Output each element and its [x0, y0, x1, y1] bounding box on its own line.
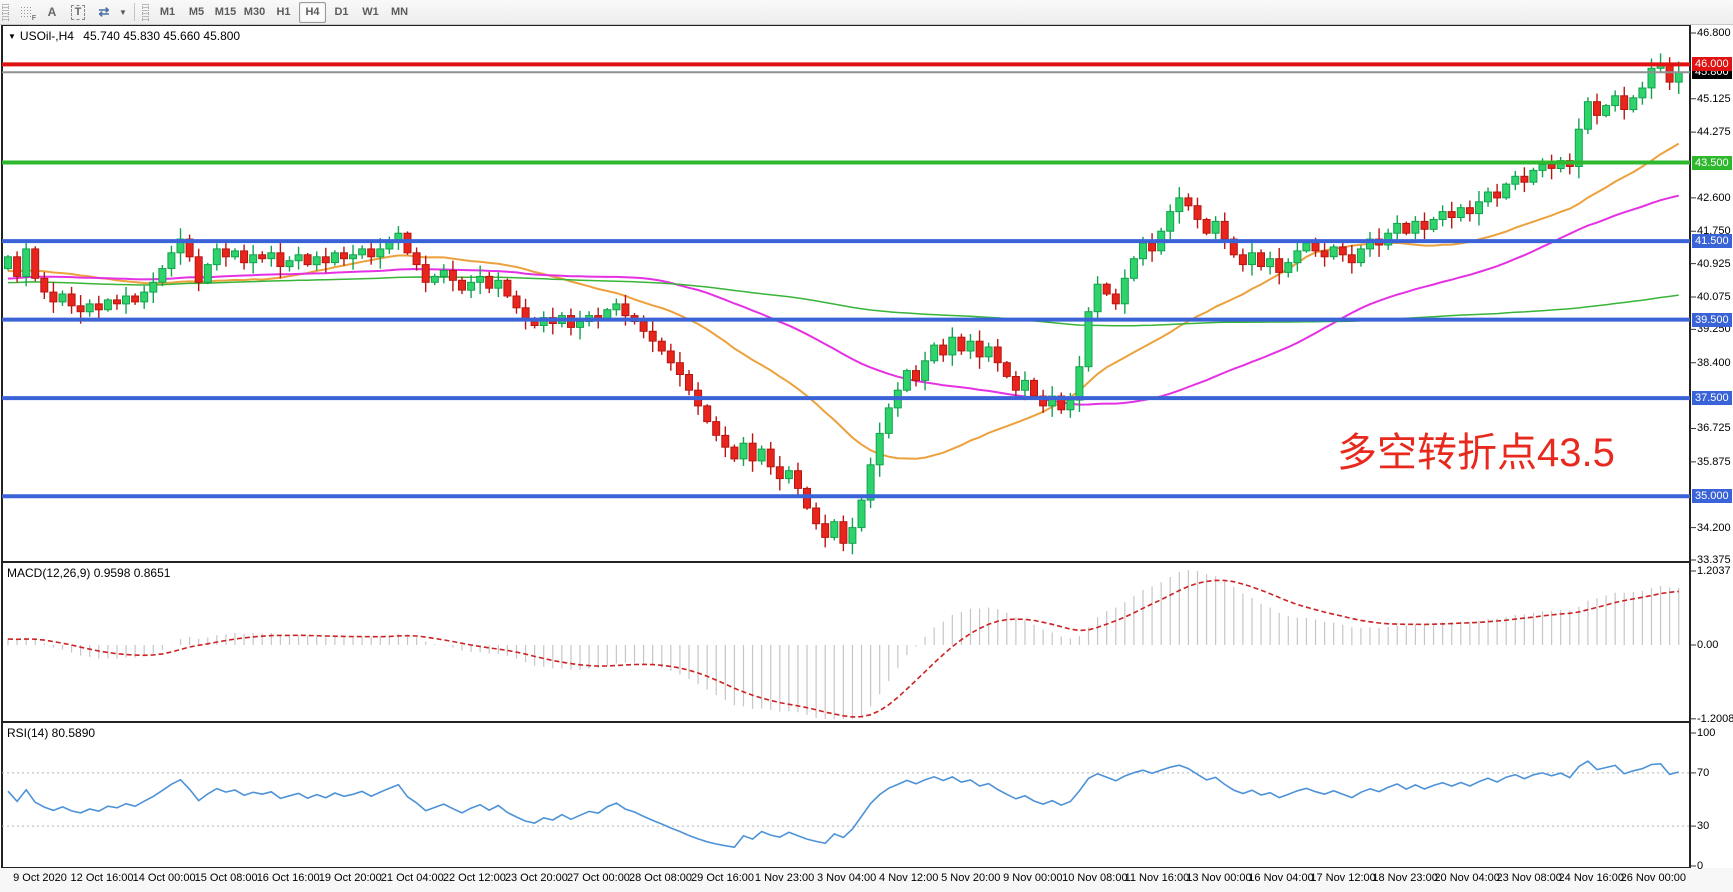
- date-axis-strip[interactable]: [0, 868, 1733, 892]
- chart-grid-tool-button[interactable]: F: [14, 2, 38, 23]
- date-axis-label: 4 Nov 12:00: [879, 872, 939, 884]
- price-axis-tick: 38.400: [1697, 356, 1731, 369]
- macd-axis-tick: 1.2037: [1697, 564, 1731, 577]
- price-axis-tick: 34.200: [1697, 521, 1731, 534]
- date-axis-label: 14 Oct 00:00: [132, 872, 196, 884]
- date-axis-label: 21 Oct 04:00: [380, 872, 444, 884]
- moving-average-26-line: [8, 142, 1680, 460]
- date-axis-label: 9 Oct 2020: [13, 872, 67, 884]
- price-axis-tick: 35.875: [1697, 455, 1731, 468]
- price-tag-37.500: 37.500: [1692, 391, 1732, 406]
- rsi-axis-tick: 100: [1697, 727, 1716, 739]
- rsi-axis-tick: 0: [1697, 860, 1704, 872]
- price-axis-tick: 40.925: [1697, 257, 1731, 270]
- price-tag-43.500: 43.500: [1692, 155, 1732, 170]
- timeframe-button-H4[interactable]: H4: [299, 1, 326, 23]
- timeframe-button-W1[interactable]: W1: [362, 6, 379, 18]
- chart-menu-caret-icon[interactable]: ▼: [8, 32, 16, 41]
- chart-title: ▼ USOil-,H4 45.740 45.830 45.660 45.800: [8, 29, 240, 43]
- timeframe-button-M30[interactable]: M30: [243, 6, 266, 18]
- price-tag-46.000: 46.000: [1692, 57, 1732, 72]
- date-axis-label: 3 Nov 04:00: [816, 872, 877, 884]
- chart-symbol-period: USOil-,H4: [19, 29, 74, 43]
- candlestick-chart[interactable]: [0, 25, 1733, 892]
- rsi-line: [7, 760, 1679, 849]
- date-axis-label: 24 Nov 16:00: [1558, 872, 1624, 884]
- rsi-indicator-label: RSI(14) 80.5890: [7, 726, 96, 740]
- price-axis-tick: 45.125: [1697, 92, 1731, 105]
- date-axis-label: 22 Oct 12:00: [442, 872, 506, 884]
- date-axis-label: 15 Oct 08:00: [194, 872, 258, 884]
- timeframe-button-M5[interactable]: M5: [188, 6, 205, 18]
- timeframe-button-MN[interactable]: MN: [390, 6, 409, 18]
- rsi-axis-tick: 30: [1697, 820, 1710, 833]
- bull-bear-turning-point-annotation: 多空转折点43.5: [1337, 431, 1615, 475]
- cycle-symbols-tool-button[interactable]: ⇄: [98, 4, 110, 19]
- macd-indicator-label: MACD(12,26,9) 0.9598 0.8651: [7, 566, 171, 580]
- timeframe-button-M15[interactable]: M15: [214, 6, 237, 18]
- date-axis-label: 20 Nov 04:00: [1434, 872, 1500, 884]
- tool-dropdown-button[interactable]: ▼: [119, 7, 127, 17]
- date-axis-label: 23 Nov 08:00: [1496, 872, 1562, 884]
- price-axis-tick: 42.600: [1697, 191, 1731, 204]
- date-axis-label: 26 Nov 00:00: [1620, 872, 1687, 884]
- text-label-tool-button[interactable]: T: [66, 2, 90, 23]
- date-axis-label: 18 Nov 23:00: [1372, 872, 1438, 884]
- macd-axis-tick: 0.00: [1697, 639, 1719, 651]
- date-axis-label: 29 Oct 16:00: [691, 872, 755, 884]
- arrow-style-tool-button[interactable]: A: [47, 5, 57, 19]
- price-tag-39.500: 39.500: [1692, 312, 1732, 327]
- date-axis-label: 1 Nov 23:00: [754, 872, 815, 884]
- price-tag-41.500: 41.500: [1692, 234, 1732, 249]
- price-axis-tick: 40.075: [1697, 290, 1731, 303]
- toolbar-separator: [134, 3, 135, 21]
- price-axis-tick: 46.800: [1697, 27, 1731, 39]
- date-axis-label: 9 Nov 00:00: [1003, 872, 1063, 884]
- date-axis-label: 27 Oct 00:00: [566, 872, 630, 884]
- macd-axis-tick: -1.2008: [1697, 712, 1733, 725]
- timeframe-drag-handle[interactable]: [142, 3, 149, 21]
- toolbar-drag-handle[interactable]: [2, 3, 9, 21]
- macd-signal-line: [7, 579, 1679, 718]
- date-axis-label: 13 Nov 00:00: [1186, 872, 1252, 884]
- price-axis-tick: 33.375: [1697, 553, 1731, 566]
- date-axis-label: 28 Oct 08:00: [629, 872, 692, 884]
- date-axis-label: 17 Nov 12:00: [1310, 872, 1376, 884]
- timeframe-button-M1[interactable]: M1: [159, 6, 176, 18]
- chart-ohlc-values: 45.740 45.830 45.660 45.800: [83, 29, 241, 43]
- date-axis-label: 16 Nov 04:00: [1248, 872, 1314, 884]
- date-axis-label: 5 Nov 20:00: [941, 872, 1001, 884]
- date-axis-label: 19 Oct 20:00: [318, 872, 382, 884]
- date-axis-label: 16 Oct 16:00: [256, 872, 320, 884]
- timeframe-button-H1[interactable]: H1: [276, 6, 291, 18]
- price-tag-35.000: 35.000: [1692, 489, 1732, 504]
- moving-average-55-line: [7, 194, 1679, 406]
- price-axis-tick: 36.725: [1697, 422, 1731, 435]
- date-axis-label: 23 Oct 20:00: [504, 872, 568, 884]
- rsi-axis-tick: 70: [1697, 766, 1710, 779]
- price-axis-tick: 44.275: [1697, 126, 1731, 139]
- grid-icon: [20, 6, 32, 18]
- date-axis-label: 12 Oct 16:00: [70, 872, 134, 884]
- top-toolbar: F A T ⇄ ▼ M1 M5 M15 M30 H1 H4 D1 W1 MN: [0, 0, 1733, 25]
- timeframe-button-D1[interactable]: D1: [334, 6, 349, 18]
- date-axis-label: 10 Nov 08:00: [1062, 872, 1128, 884]
- date-axis-label: 11 Nov 16:00: [1124, 872, 1190, 884]
